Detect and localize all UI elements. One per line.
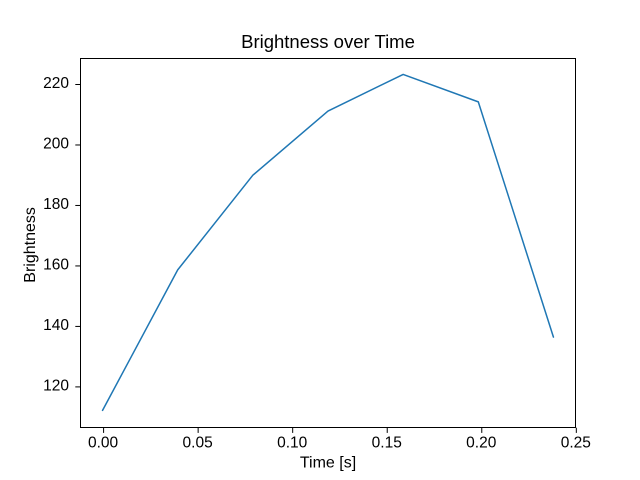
svg-text:120: 120 bbox=[43, 377, 69, 394]
svg-text:160: 160 bbox=[43, 256, 69, 273]
svg-text:0.05: 0.05 bbox=[183, 435, 213, 452]
svg-text:0.15: 0.15 bbox=[372, 435, 402, 452]
svg-text:Brightness: Brightness bbox=[22, 207, 39, 283]
svg-text:Brightness over Time: Brightness over Time bbox=[241, 31, 415, 52]
svg-text:0.20: 0.20 bbox=[466, 435, 497, 452]
svg-text:Time [s]: Time [s] bbox=[300, 455, 356, 472]
svg-text:200: 200 bbox=[43, 135, 69, 152]
svg-text:220: 220 bbox=[43, 75, 69, 92]
svg-text:140: 140 bbox=[43, 317, 69, 334]
svg-text:0.00: 0.00 bbox=[88, 435, 119, 452]
svg-text:0.10: 0.10 bbox=[277, 435, 308, 452]
svg-text:0.25: 0.25 bbox=[561, 435, 591, 452]
svg-text:180: 180 bbox=[43, 196, 69, 213]
